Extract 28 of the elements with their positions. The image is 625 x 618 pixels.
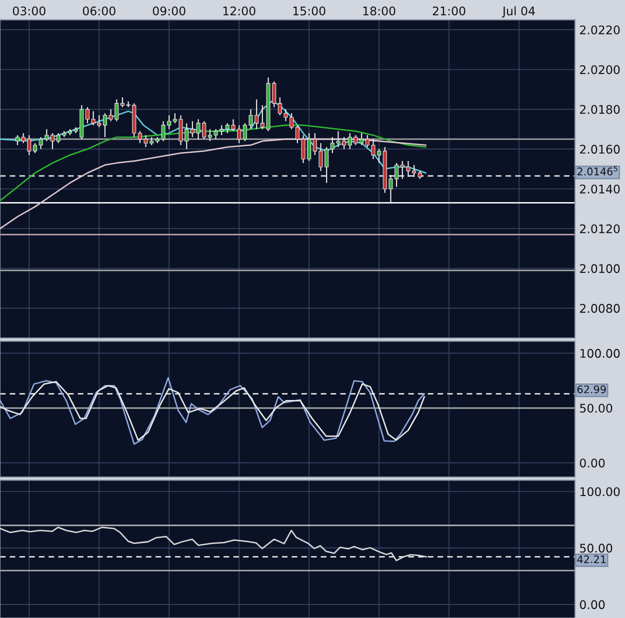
- x-tick-label: 21:00: [432, 6, 466, 16]
- x-tick-label: 09:00: [152, 6, 186, 16]
- x-tick-label: 06:00: [82, 6, 116, 16]
- x-tick-label: 12:00: [223, 6, 256, 16]
- y-tick-label: 2.0120: [580, 224, 620, 234]
- y-tick-label: 2.0200: [580, 65, 620, 74]
- y-tick-label: 50.00: [580, 544, 612, 553]
- ref-line-label: 42.21: [577, 555, 606, 564]
- y-tick-label: 0.00: [580, 458, 605, 468]
- y-tick-label: 2.0180: [580, 105, 620, 114]
- y-tick-label: 100.00: [580, 487, 620, 496]
- y-tick-label: 2.0140: [580, 184, 620, 194]
- x-tick-label: 18:00: [363, 6, 396, 16]
- candlestick: [15, 134, 20, 146]
- y-tick-label: 100.00: [580, 348, 620, 358]
- y-tick-label: 2.0100: [580, 264, 620, 274]
- x-tick-label: 03:00: [12, 6, 46, 16]
- ref-line-label: 2.0146$^{5}$: [577, 166, 618, 176]
- x-tick-label: Jul 04: [502, 6, 535, 18]
- y-tick-label: 2.0080: [580, 304, 620, 313]
- line-series: [0, 526, 427, 562]
- y-tick-label: 2.0220: [580, 25, 620, 34]
- ref-line-label: 62.99: [577, 385, 606, 394]
- y-tick-label: 2.0160: [580, 144, 620, 154]
- x-tick-label: 15:00: [293, 6, 326, 16]
- y-tick-label: 0.00: [580, 600, 605, 610]
- y-tick-label: 50.00: [580, 404, 612, 413]
- line-series: [0, 138, 426, 230]
